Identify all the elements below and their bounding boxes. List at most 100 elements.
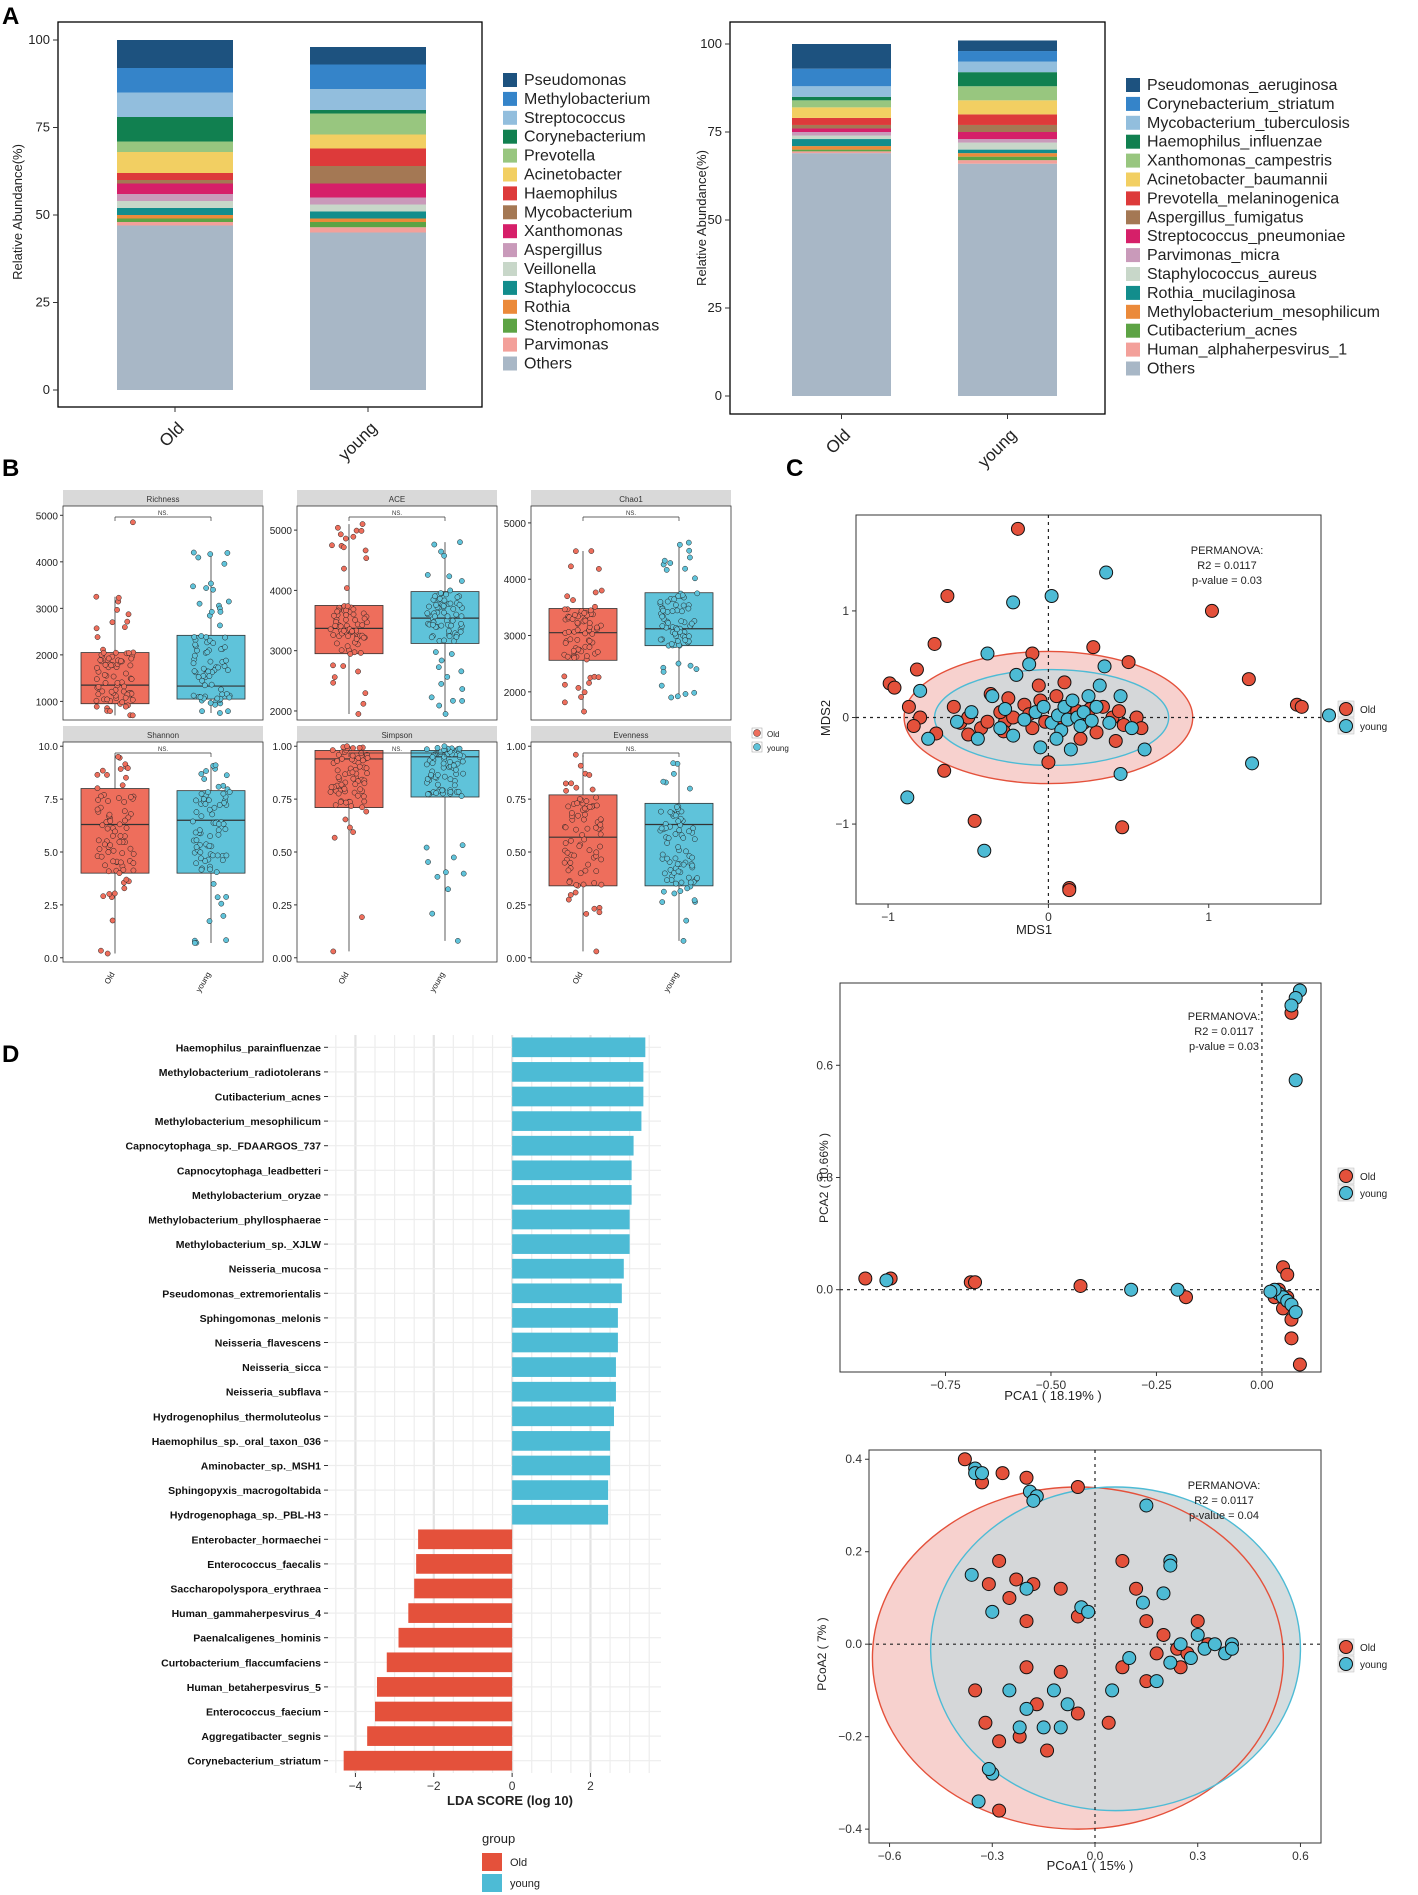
legend-label-rothia-mucilaginosa: Rothia_mucilaginosa: [1147, 285, 1296, 302]
x-tick-label: 1: [1205, 910, 1212, 924]
y-tick-label: 1.00: [507, 742, 527, 753]
data-point-old: [980, 714, 995, 729]
data-point-young: [691, 897, 698, 904]
data-point-old: [107, 842, 114, 849]
data-point-old: [108, 662, 114, 669]
data-point-old: [337, 799, 344, 805]
data-point-young: [998, 701, 1013, 716]
data-point-young: [222, 644, 228, 651]
data-point-young: [216, 821, 222, 827]
legend-swatch-streptococcus: [503, 110, 517, 125]
data-point-old: [329, 542, 335, 549]
y-tick-label: 0.0: [845, 1637, 862, 1651]
bar-segment-staphylococcus: [117, 208, 233, 215]
data-point-old: [1073, 1278, 1088, 1293]
data-point-young: [660, 607, 666, 614]
data-point-young: [433, 790, 440, 796]
data-point-young: [434, 745, 441, 751]
data-point-young: [1097, 659, 1112, 674]
data-point-young: [225, 598, 232, 605]
data-point-young: [424, 572, 431, 578]
lda-bar-sphingopyxis-macrogoltabida: [512, 1480, 609, 1500]
legend-label-old: Old: [767, 730, 779, 739]
data-point-old: [100, 893, 107, 900]
data-point-old: [121, 885, 128, 892]
data-point-young: [950, 714, 965, 729]
legend-swatch-old: [482, 1853, 502, 1871]
data-point-young: [964, 705, 979, 720]
legend-swatch-rothia-mucilaginosa: [1126, 285, 1140, 300]
legend-label-stenotrophomonas: Stenotrophomonas: [524, 318, 659, 335]
plot-background: [328, 1035, 661, 1773]
data-point-young: [1081, 1604, 1096, 1619]
bar-segment-haemophilus-influenzae: [958, 72, 1057, 87]
data-point-young: [458, 613, 465, 620]
legend-swatch-acinetobacter-baumannii: [1126, 172, 1140, 187]
data-point-young: [423, 761, 430, 768]
data-point-young: [673, 880, 679, 887]
permanova-r2: R2 = 0.0117: [1194, 1495, 1253, 1507]
x-tick-label: 2: [587, 1779, 594, 1793]
data-point-young: [435, 781, 441, 788]
data-point-old: [570, 597, 576, 603]
data-point-young: [1006, 595, 1021, 610]
data-point-old: [583, 911, 590, 917]
data-point-old: [98, 947, 104, 954]
facet-title: Chao1: [619, 495, 643, 504]
data-point-young: [206, 797, 212, 804]
data-point-old: [582, 630, 588, 637]
data-point-old: [927, 636, 942, 651]
data-point-old: [570, 648, 577, 654]
data-point-young: [661, 888, 667, 895]
data-point-young: [1076, 705, 1091, 720]
data-point-old: [125, 650, 132, 656]
facet-richness: Richness 1000 2000 3000 4000 5000 NS.: [36, 490, 264, 721]
data-point-young: [1026, 1493, 1041, 1508]
data-point-old: [360, 634, 367, 641]
data-point-young: [1135, 1595, 1150, 1610]
data-point-old: [341, 565, 347, 572]
data-point-young: [460, 770, 466, 777]
data-point-old: [578, 694, 584, 700]
data-point-young: [198, 855, 204, 862]
data-point-old: [597, 831, 604, 838]
data-point-old: [342, 771, 348, 778]
data-point-young: [226, 789, 233, 795]
data-point-young: [1081, 689, 1096, 704]
data-point-young: [456, 601, 463, 608]
legend-label-corynebacterium-striatum: Corynebacterium_striatum: [1147, 96, 1335, 113]
lda-bar-neisseria-subflava: [512, 1381, 616, 1402]
y-tick-label: 2.5: [44, 901, 58, 912]
lda-bar-methylobacterium-mesophilicum: [512, 1111, 642, 1131]
data-point-young: [189, 818, 196, 825]
data-point-old: [355, 711, 362, 717]
data-point-old: [1073, 731, 1088, 746]
data-point-young: [203, 768, 209, 774]
data-point-young: [1156, 1586, 1171, 1601]
bar-segment-stenotrophomonas: [117, 218, 233, 222]
data-point-young: [223, 772, 230, 779]
data-point-young: [670, 760, 677, 767]
data-point-old: [113, 649, 119, 656]
bar-segment-veillonella: [117, 201, 233, 208]
data-point-old: [361, 615, 368, 622]
taxon-label: Methylobacterium_mesophilicum: [155, 1116, 321, 1128]
facet-title: Simpson: [381, 731, 412, 740]
data-point-young: [664, 855, 671, 862]
lda-bar-enterococcus-faecium: [375, 1701, 513, 1722]
bar-segment-rothia-mucilaginosa: [958, 149, 1057, 154]
data-point-old: [127, 845, 134, 852]
data-point-old: [107, 708, 113, 714]
y-axis-title: Relative Abundance(%): [694, 150, 709, 286]
y-tick-label: 0.00: [507, 954, 527, 965]
data-point-old: [572, 751, 579, 758]
permanova-pvalue: p-value = 0.03: [1189, 1041, 1259, 1053]
data-point-young: [993, 721, 1008, 736]
data-point-young: [211, 804, 218, 811]
data-point-young: [1163, 1655, 1178, 1670]
data-point-young: [683, 848, 689, 855]
data-point-young: [664, 877, 670, 883]
data-point-old: [1115, 1553, 1130, 1568]
data-point-old: [104, 696, 110, 703]
data-point-old: [114, 607, 120, 613]
